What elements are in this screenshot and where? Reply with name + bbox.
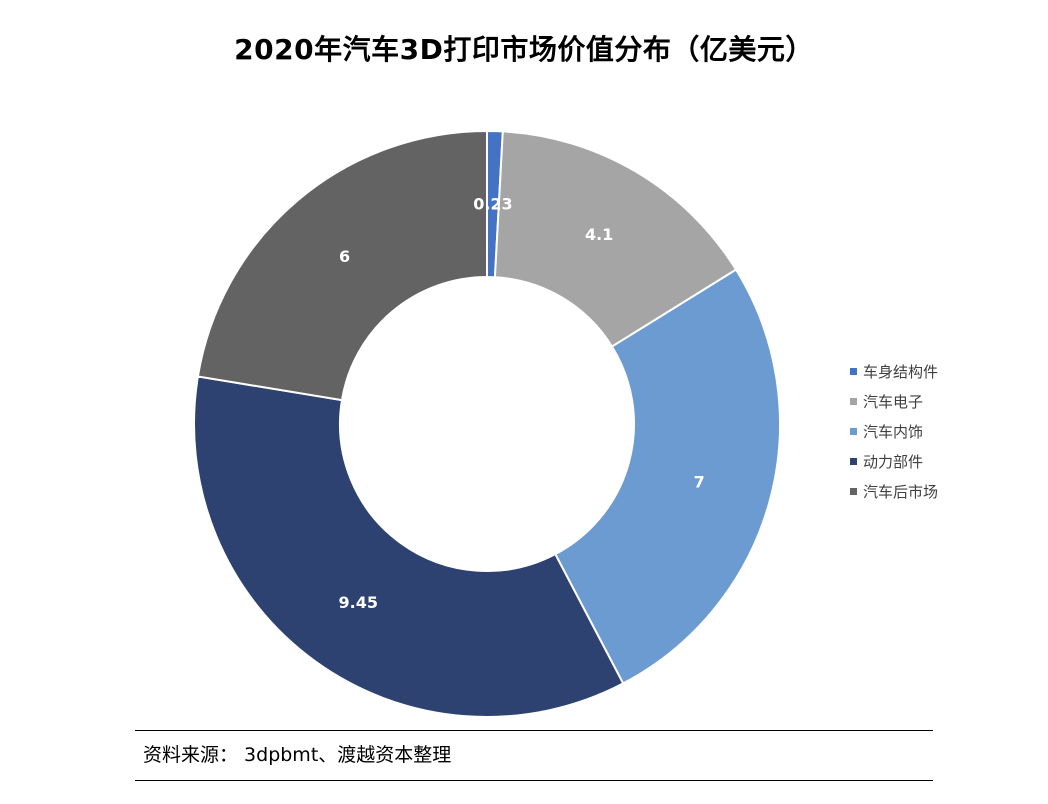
legend-swatch (850, 457, 857, 465)
data-label-powertrain: 9.45 (338, 593, 377, 612)
legend-label: 汽车内饰 (863, 422, 924, 441)
legend-label: 汽车后市场 (863, 482, 939, 501)
legend-swatch (850, 367, 857, 375)
divider-bottom (135, 780, 933, 781)
donut-slice-powertrain (193, 375, 625, 718)
chart-title: 2020年汽车3D打印市场价值分布（亿美元） (234, 33, 814, 66)
legend-label: 汽车电子 (863, 392, 924, 411)
divider-top (135, 730, 933, 731)
donut-slice-interior (553, 268, 781, 685)
data-label-auto-electronics: 4.1 (585, 225, 613, 244)
donut-slice-aftermarket (196, 129, 488, 402)
legend-swatch (850, 397, 857, 405)
legend-item-auto-electronics: 汽车电子 (850, 386, 990, 416)
legend-item-powertrain: 动力部件 (850, 446, 990, 476)
source-note: 资料来源： 3dpbmt、渡越资本整理 (143, 744, 452, 766)
data-label-aftermarket: 6 (339, 247, 350, 266)
data-label-body-structure: 0.23 (473, 195, 512, 214)
legend-swatch (850, 427, 857, 435)
legend-label: 车身结构件 (863, 362, 939, 381)
legend-item-aftermarket: 汽车后市场 (850, 476, 990, 506)
donut-slice-auto-electronics (493, 130, 738, 348)
data-label-interior: 7 (694, 472, 705, 491)
legend-item-interior: 汽车内饰 (850, 416, 990, 446)
legend-item-body-structure: 车身结构件 (850, 356, 990, 386)
legend-label: 动力部件 (863, 452, 924, 471)
chart-legend: 车身结构件 汽车电子 汽车内饰 动力部件 汽车后市场 (850, 356, 990, 506)
legend-swatch (850, 487, 857, 495)
